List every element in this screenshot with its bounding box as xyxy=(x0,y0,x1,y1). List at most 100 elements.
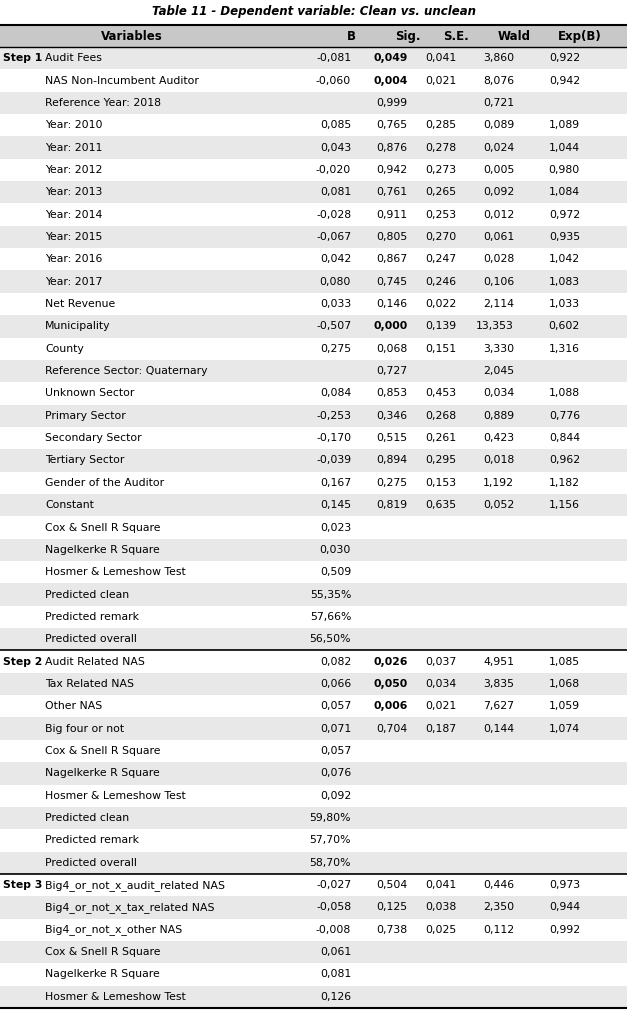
Text: 7,627: 7,627 xyxy=(483,701,514,711)
Text: 0,973: 0,973 xyxy=(549,880,580,890)
Text: NAS Non-Incumbent Auditor: NAS Non-Incumbent Auditor xyxy=(45,76,199,85)
Text: Step 2: Step 2 xyxy=(3,656,43,667)
Text: 0,025: 0,025 xyxy=(425,925,456,935)
Text: 0,038: 0,038 xyxy=(425,903,456,913)
Bar xyxy=(0,181,627,204)
Text: -0,058: -0,058 xyxy=(316,903,351,913)
Text: 0,092: 0,092 xyxy=(320,791,351,800)
Bar xyxy=(0,426,627,450)
Text: 1,085: 1,085 xyxy=(549,656,580,667)
Text: 2,045: 2,045 xyxy=(483,366,514,376)
Text: 0,022: 0,022 xyxy=(425,299,456,309)
Text: Predicted remark: Predicted remark xyxy=(45,836,139,846)
Text: 0,876: 0,876 xyxy=(376,143,408,153)
Text: 0,738: 0,738 xyxy=(376,925,408,935)
Text: 0,285: 0,285 xyxy=(425,121,456,131)
Text: 0,889: 0,889 xyxy=(483,410,514,420)
Bar xyxy=(0,517,627,539)
Text: -0,170: -0,170 xyxy=(316,434,351,443)
Text: 0,853: 0,853 xyxy=(376,388,408,398)
Text: 0,187: 0,187 xyxy=(425,723,456,733)
Text: 0,000: 0,000 xyxy=(373,321,408,331)
Text: 0,021: 0,021 xyxy=(425,701,456,711)
Text: Net Revenue: Net Revenue xyxy=(45,299,115,309)
Bar xyxy=(0,717,627,739)
Text: 0,453: 0,453 xyxy=(425,388,456,398)
Text: Year: 2015: Year: 2015 xyxy=(45,232,103,242)
Text: Year: 2010: Year: 2010 xyxy=(45,121,103,131)
Bar xyxy=(0,561,627,583)
Text: 0,867: 0,867 xyxy=(376,254,408,264)
Text: Predicted overall: Predicted overall xyxy=(45,634,137,644)
Text: 3,330: 3,330 xyxy=(483,343,514,354)
Text: 0,962: 0,962 xyxy=(549,456,580,465)
Text: 0,805: 0,805 xyxy=(376,232,408,242)
Text: 58,70%: 58,70% xyxy=(310,858,351,868)
Text: 0,423: 0,423 xyxy=(483,434,514,443)
Text: 0,071: 0,071 xyxy=(320,723,351,733)
Bar xyxy=(0,628,627,650)
Text: 59,80%: 59,80% xyxy=(310,813,351,823)
Text: 2,114: 2,114 xyxy=(483,299,514,309)
Bar xyxy=(0,69,627,92)
Bar xyxy=(0,226,627,248)
Text: 1,044: 1,044 xyxy=(549,143,580,153)
Text: Wald: Wald xyxy=(498,29,530,43)
Text: 1,182: 1,182 xyxy=(549,478,580,488)
Text: 0,935: 0,935 xyxy=(549,232,580,242)
Text: 57,66%: 57,66% xyxy=(310,612,351,622)
Text: Constant: Constant xyxy=(45,500,94,511)
Text: 0,061: 0,061 xyxy=(483,232,514,242)
Text: Predicted clean: Predicted clean xyxy=(45,813,129,823)
Text: 0,030: 0,030 xyxy=(320,545,351,555)
Bar xyxy=(0,337,627,360)
Text: 0,273: 0,273 xyxy=(425,165,456,175)
Text: Big four or not: Big four or not xyxy=(45,723,124,733)
Text: 0,005: 0,005 xyxy=(483,165,514,175)
Text: 1,059: 1,059 xyxy=(549,701,580,711)
Text: 0,145: 0,145 xyxy=(320,500,351,511)
Text: -0,027: -0,027 xyxy=(316,880,351,890)
Text: Variables: Variables xyxy=(101,29,162,43)
Text: 0,761: 0,761 xyxy=(376,187,408,198)
Text: 1,192: 1,192 xyxy=(483,478,514,488)
Text: Cox & Snell R Square: Cox & Snell R Square xyxy=(45,523,161,533)
Text: 0,602: 0,602 xyxy=(549,321,580,331)
Text: 0,275: 0,275 xyxy=(320,343,351,354)
Text: Big4_or_not_x_audit_related NAS: Big4_or_not_x_audit_related NAS xyxy=(45,879,225,890)
Text: 0,049: 0,049 xyxy=(373,53,408,63)
Text: -0,020: -0,020 xyxy=(316,165,351,175)
Text: Nagelkerke R Square: Nagelkerke R Square xyxy=(45,969,160,980)
Bar xyxy=(0,897,627,919)
Text: 0,268: 0,268 xyxy=(425,410,456,420)
Text: 0,018: 0,018 xyxy=(483,456,514,465)
Text: Year: 2017: Year: 2017 xyxy=(45,277,103,287)
Text: 1,088: 1,088 xyxy=(549,388,580,398)
Text: 0,972: 0,972 xyxy=(549,210,580,220)
Bar xyxy=(0,852,627,874)
Text: 3,860: 3,860 xyxy=(483,53,514,63)
Text: 0,278: 0,278 xyxy=(425,143,456,153)
Text: 0,081: 0,081 xyxy=(320,187,351,198)
Bar xyxy=(0,137,627,159)
Text: 0,052: 0,052 xyxy=(483,500,514,511)
Text: 0,021: 0,021 xyxy=(425,76,456,85)
Text: 0,057: 0,057 xyxy=(320,746,351,756)
Text: 0,042: 0,042 xyxy=(320,254,351,264)
Text: 0,295: 0,295 xyxy=(425,456,456,465)
Text: 1,089: 1,089 xyxy=(549,121,580,131)
Text: 0,061: 0,061 xyxy=(320,947,351,957)
Text: 0,057: 0,057 xyxy=(320,701,351,711)
Text: Hosmer & Lemeshow Test: Hosmer & Lemeshow Test xyxy=(45,791,186,800)
Bar xyxy=(0,784,627,807)
Text: Year: 2012: Year: 2012 xyxy=(45,165,103,175)
Text: 1,083: 1,083 xyxy=(549,277,580,287)
Text: Sig.: Sig. xyxy=(395,29,420,43)
Text: 0,446: 0,446 xyxy=(483,880,514,890)
Bar xyxy=(0,919,627,941)
Bar xyxy=(0,673,627,695)
Text: 57,70%: 57,70% xyxy=(310,836,351,846)
Text: 0,144: 0,144 xyxy=(483,723,514,733)
Bar xyxy=(0,941,627,963)
Text: 0,253: 0,253 xyxy=(425,210,456,220)
